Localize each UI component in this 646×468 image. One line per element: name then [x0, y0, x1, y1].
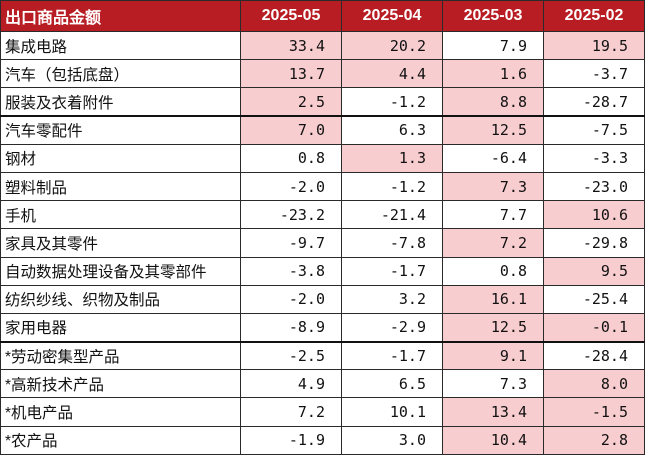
value-cell: -3.7 — [543, 59, 645, 89]
value-cell: -23.2 — [240, 200, 342, 230]
value-cell: 12.5 — [442, 312, 544, 343]
table-row: 手机 -23.2 -21.4 7.7 10.6 — [0, 200, 645, 230]
value-cell: -0.1 — [543, 312, 645, 343]
value-cell: -28.7 — [543, 87, 645, 117]
value-cell: -2.0 — [240, 284, 342, 314]
value-cell: 0.8 — [442, 256, 544, 286]
table-row: *高新技术产品 4.9 6.5 7.3 8.0 — [0, 369, 645, 399]
product-name-cell: *劳动密集型产品 — [0, 340, 241, 371]
value-cell: -9.7 — [240, 228, 342, 258]
value-cell: -2.5 — [240, 340, 342, 371]
value-cell: 20.2 — [341, 30, 443, 61]
value-cell: 4.4 — [341, 59, 443, 89]
product-name-cell: 服装及衣着附件 — [0, 87, 241, 117]
header-col-2: 2025-04 — [341, 0, 443, 32]
table-row: *机电产品 7.2 10.1 13.4 -1.5 — [0, 397, 645, 427]
value-cell: -7.8 — [341, 228, 443, 258]
value-cell: 3.2 — [341, 284, 443, 314]
value-cell: -2.9 — [341, 312, 443, 343]
value-cell: 4.9 — [240, 369, 342, 399]
value-cell: 8.0 — [543, 369, 645, 399]
table-row: 纺织纱线、织物及制品 -2.0 3.2 16.1 -25.4 — [0, 284, 645, 314]
header-row: 出口商品金额 2025-05 2025-04 2025-03 2025-02 — [0, 0, 645, 32]
value-cell: 9.1 — [442, 340, 544, 371]
value-cell: -1.5 — [543, 397, 645, 427]
value-cell: -1.2 — [341, 87, 443, 117]
value-cell: -23.0 — [543, 171, 645, 202]
value-cell: 33.4 — [240, 30, 342, 61]
table-row: 集成电路 33.4 20.2 7.9 19.5 — [0, 30, 645, 61]
value-cell: -2.0 — [240, 171, 342, 202]
product-name-cell: 集成电路 — [0, 30, 241, 61]
value-cell: 7.3 — [442, 369, 544, 399]
product-name-cell: 汽车（包括底盘） — [0, 59, 241, 89]
product-name-cell: 家具及其零件 — [0, 228, 241, 258]
value-cell: -1.9 — [240, 425, 342, 455]
value-cell: -3.8 — [240, 256, 342, 286]
value-cell: -28.4 — [543, 340, 645, 371]
value-cell: 3.0 — [341, 425, 443, 455]
table-row: *农产品 -1.9 3.0 10.4 2.8 — [0, 425, 645, 455]
value-cell: 12.5 — [442, 115, 544, 145]
product-name-cell: *机电产品 — [0, 397, 241, 427]
value-cell: 13.4 — [442, 397, 544, 427]
table-row: 服装及衣着附件 2.5 -1.2 8.8 -28.7 — [0, 87, 645, 117]
value-cell: 7.9 — [442, 30, 544, 61]
product-name-cell: 手机 — [0, 200, 241, 230]
table-row: 钢材 0.8 1.3 -6.4 -3.3 — [0, 143, 645, 173]
table-row: *劳动密集型产品 -2.5 -1.7 9.1 -28.4 — [0, 340, 645, 371]
value-cell: -1.7 — [341, 340, 443, 371]
value-cell: 6.5 — [341, 369, 443, 399]
value-cell: 16.1 — [442, 284, 544, 314]
value-cell: 2.8 — [543, 425, 645, 455]
value-cell: 10.6 — [543, 200, 645, 230]
value-cell: 7.2 — [442, 228, 544, 258]
value-cell: -3.3 — [543, 143, 645, 173]
product-name-cell: *农产品 — [0, 425, 241, 455]
header-col-4: 2025-02 — [543, 0, 645, 32]
value-cell: 10.4 — [442, 425, 544, 455]
value-cell: 2.5 — [240, 87, 342, 117]
header-col-3: 2025-03 — [442, 0, 544, 32]
value-cell: -6.4 — [442, 143, 544, 173]
table-row: 汽车（包括底盘） 13.7 4.4 1.6 -3.7 — [0, 59, 645, 89]
table-row: 自动数据处理设备及其零部件 -3.8 -1.7 0.8 9.5 — [0, 256, 645, 286]
value-cell: 7.0 — [240, 115, 342, 145]
value-cell: 13.7 — [240, 59, 342, 89]
value-cell: -8.9 — [240, 312, 342, 343]
value-cell: 0.8 — [240, 143, 342, 173]
product-name-cell: 钢材 — [0, 143, 241, 173]
table-row: 家用电器 -8.9 -2.9 12.5 -0.1 — [0, 312, 645, 343]
value-cell: 7.2 — [240, 397, 342, 427]
product-name-cell: 家用电器 — [0, 312, 241, 343]
value-cell: 8.8 — [442, 87, 544, 117]
product-name-cell: 汽车零配件 — [0, 115, 241, 145]
value-cell: -1.2 — [341, 171, 443, 202]
value-cell: -1.7 — [341, 256, 443, 286]
value-cell: 7.3 — [442, 171, 544, 202]
product-name-cell: 塑料制品 — [0, 171, 241, 202]
value-cell: -25.4 — [543, 284, 645, 314]
table-row: 塑料制品 -2.0 -1.2 7.3 -23.0 — [0, 171, 645, 202]
value-cell: 9.5 — [543, 256, 645, 286]
value-cell: -21.4 — [341, 200, 443, 230]
product-name-cell: 自动数据处理设备及其零部件 — [0, 256, 241, 286]
header-product-name: 出口商品金额 — [0, 0, 241, 32]
value-cell: 6.3 — [341, 115, 443, 145]
table-row: 家具及其零件 -9.7 -7.8 7.2 -29.8 — [0, 228, 645, 258]
value-cell: 1.3 — [341, 143, 443, 173]
value-cell: 19.5 — [543, 30, 645, 61]
value-cell: 7.7 — [442, 200, 544, 230]
product-name-cell: *高新技术产品 — [0, 369, 241, 399]
value-cell: -29.8 — [543, 228, 645, 258]
table-row: 汽车零配件 7.0 6.3 12.5 -7.5 — [0, 115, 645, 145]
product-name-cell: 纺织纱线、织物及制品 — [0, 284, 241, 314]
header-col-1: 2025-05 — [240, 0, 342, 32]
value-cell: -7.5 — [543, 115, 645, 145]
value-cell: 10.1 — [341, 397, 443, 427]
export-data-table: 出口商品金额 2025-05 2025-04 2025-03 2025-02 集… — [0, 0, 645, 455]
value-cell: 1.6 — [442, 59, 544, 89]
